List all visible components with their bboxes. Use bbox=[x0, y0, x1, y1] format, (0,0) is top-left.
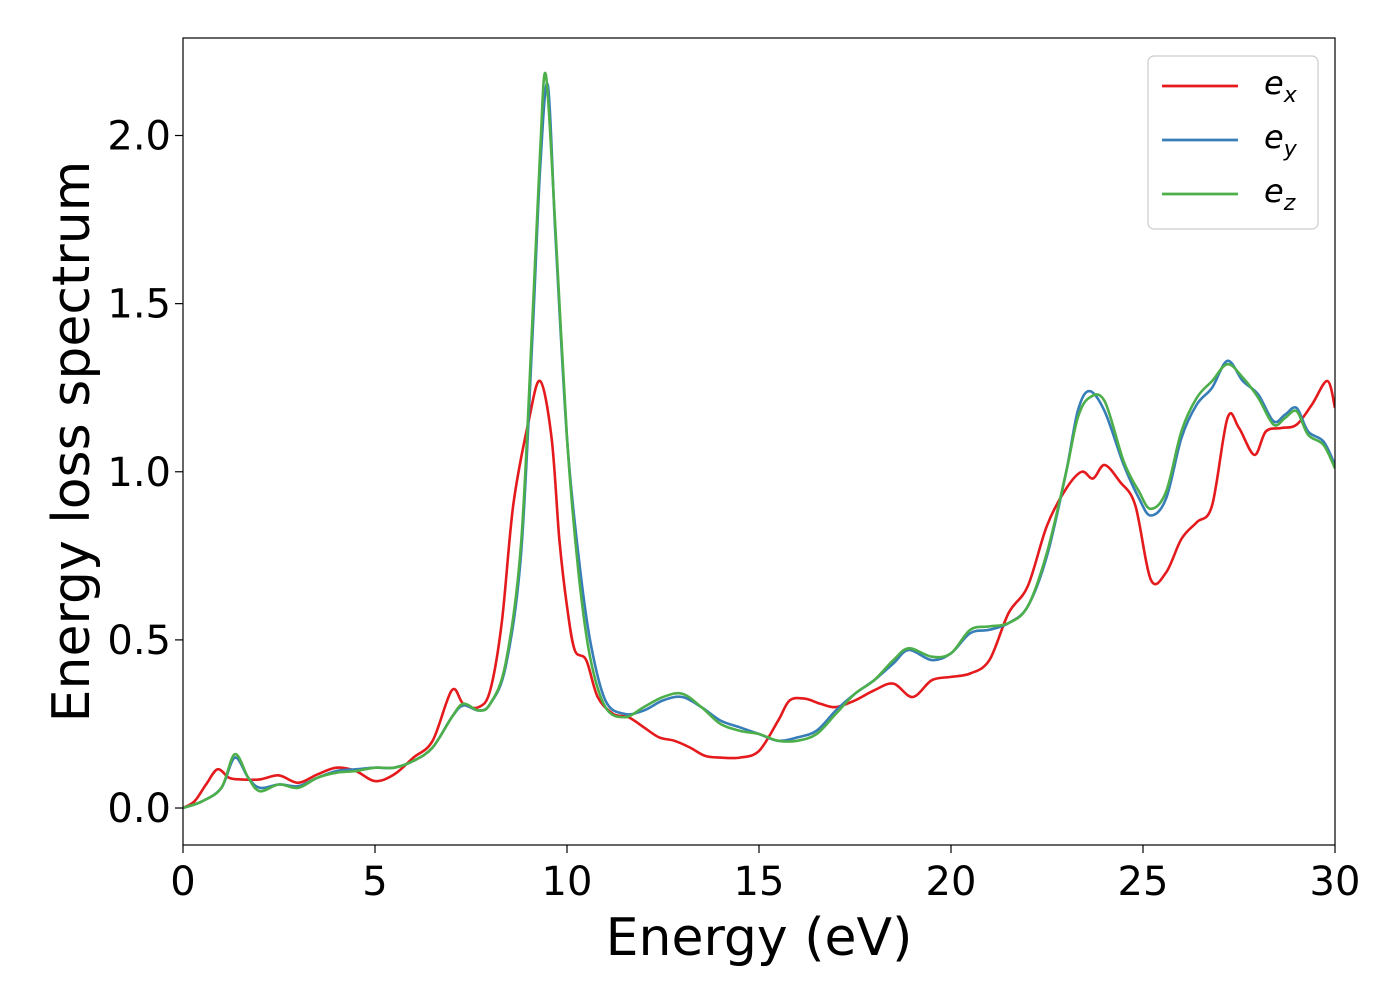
y-tick-label: 1.5 bbox=[107, 282, 171, 328]
x-tick-label: 20 bbox=[926, 859, 977, 905]
x-axis-ticks: 0 5 10 15 20 25 30 bbox=[170, 845, 1360, 905]
series-line-e-x bbox=[183, 379, 1335, 810]
y-tick-label: 1.0 bbox=[107, 450, 171, 496]
y-tick-label: 0.0 bbox=[107, 786, 171, 832]
legend-label-x: ex bbox=[1264, 64, 1298, 108]
x-tick-label: 10 bbox=[542, 859, 593, 905]
x-tick-label: 25 bbox=[1118, 859, 1169, 905]
y-axis-label: Energy loss spectrum bbox=[42, 161, 102, 723]
legend: ex ey ez bbox=[1147, 55, 1319, 230]
x-tick-label: 30 bbox=[1310, 859, 1361, 905]
series-line-e-z bbox=[183, 71, 1335, 810]
legend-label-y: ey bbox=[1264, 118, 1298, 162]
x-axis-label: Energy (eV) bbox=[606, 908, 913, 968]
plot-lines bbox=[183, 71, 1335, 810]
y-tick-label: 2.0 bbox=[107, 114, 171, 160]
x-tick-label: 5 bbox=[362, 859, 387, 905]
x-tick-label: 0 bbox=[170, 859, 195, 905]
legend-label-z: ez bbox=[1264, 172, 1296, 216]
legend-box bbox=[1147, 55, 1319, 230]
y-tick-label: 0.5 bbox=[107, 618, 171, 664]
x-tick-label: 15 bbox=[734, 859, 785, 905]
y-axis-ticks: 0.0 0.5 1.0 1.5 2.0 bbox=[107, 114, 183, 832]
